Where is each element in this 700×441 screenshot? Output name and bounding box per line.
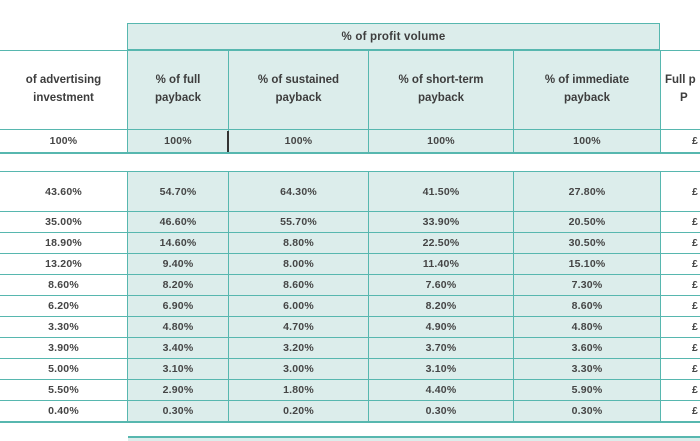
table-cell: 7.30%	[514, 275, 660, 295]
baseline-totals-row: 100% 100% 100% 100% 100% £	[0, 130, 700, 154]
table-cell: 18.90%	[0, 233, 127, 253]
col-header-truncated-line2: P	[680, 92, 688, 104]
table-cell: 8.60%	[514, 296, 660, 316]
table-cell: 43.60%	[0, 172, 127, 211]
table-cell: 4.70%	[229, 317, 368, 337]
table-cell: 6.90%	[128, 296, 228, 316]
table-cell: 27.80%	[514, 172, 660, 211]
total-cell: 100%	[128, 130, 228, 152]
dark-divider-segment	[227, 131, 229, 152]
currency-cell: £	[661, 380, 700, 400]
table-cell: 0.30%	[514, 401, 660, 421]
currency-cell: £	[661, 275, 700, 295]
col-header-sustained-payback: % of sustained payback	[229, 51, 368, 129]
table-cell: 1.80%	[229, 380, 368, 400]
table-cell: 9.40%	[128, 254, 228, 274]
table-cell: 11.40%	[369, 254, 513, 274]
currency-cell: £	[661, 296, 700, 316]
currency-cell: £	[661, 233, 700, 253]
table-cell: 0.30%	[128, 401, 228, 421]
table-cell: 3.00%	[229, 359, 368, 379]
table-cell: 3.40%	[128, 338, 228, 358]
table-cell: 5.00%	[0, 359, 127, 379]
table-cell: 8.80%	[229, 233, 368, 253]
currency-cell: £	[661, 401, 700, 421]
col-header-full-payback: % of full payback	[128, 51, 228, 129]
table-cell: 0.40%	[0, 401, 127, 421]
table-cell: 8.00%	[229, 254, 368, 274]
table-cell: 8.60%	[0, 275, 127, 295]
table-cell: 3.20%	[229, 338, 368, 358]
table-cell: 6.20%	[0, 296, 127, 316]
table-cell: 4.80%	[514, 317, 660, 337]
col-header-immediate-payback: % of immediate payback	[514, 51, 660, 129]
table-cell: 8.20%	[369, 296, 513, 316]
column-header-row: of advertising investment % of full payb…	[0, 50, 700, 130]
table-cell: 54.70%	[128, 172, 228, 211]
currency-cell: £	[661, 359, 700, 379]
table-cell: 8.20%	[128, 275, 228, 295]
total-cell: 100%	[369, 130, 513, 152]
table-cell: 0.20%	[229, 401, 368, 421]
table-cell: 5.50%	[0, 380, 127, 400]
table-cell: 3.60%	[514, 338, 660, 358]
data-rows-grid: 43.60% 54.70% 64.30% 41.50% 27.80% £35.00% 46.…	[0, 171, 700, 423]
table-cell: 5.90%	[514, 380, 660, 400]
total-cell: 100%	[514, 130, 660, 152]
currency-cell: £	[661, 338, 700, 358]
table-cell: 3.10%	[128, 359, 228, 379]
profit-volume-spanner-header: % of profit volume	[127, 23, 660, 50]
table-cell: 4.40%	[369, 380, 513, 400]
col-header-truncated-line1: Full p	[665, 74, 696, 87]
table-cell: 3.70%	[369, 338, 513, 358]
table-cell: 7.60%	[369, 275, 513, 295]
table-cell: 0.30%	[369, 401, 513, 421]
col-header-truncated-right: Full p P	[661, 51, 700, 129]
currency-cell: £	[661, 254, 700, 274]
cropped-bottom-band-edge	[128, 436, 700, 441]
table-cell: 20.50%	[514, 212, 660, 232]
table-cell: 6.00%	[229, 296, 368, 316]
table-cell: 22.50%	[369, 233, 513, 253]
total-cell: 100%	[0, 130, 127, 152]
total-currency-cell: £	[661, 130, 700, 152]
table-cell: 3.30%	[514, 359, 660, 379]
table-cell: 14.60%	[128, 233, 228, 253]
table-cell: 30.50%	[514, 233, 660, 253]
table-cell: 13.20%	[0, 254, 127, 274]
table-cell: 33.90%	[369, 212, 513, 232]
currency-cell: £	[661, 172, 700, 211]
currency-cell: £	[661, 317, 700, 337]
table-cell: 4.90%	[369, 317, 513, 337]
table-cell: 15.10%	[514, 254, 660, 274]
table-cell: 64.30%	[229, 172, 368, 211]
table-cell: 8.60%	[229, 275, 368, 295]
currency-cell: £	[661, 212, 700, 232]
table-cell: 35.00%	[0, 212, 127, 232]
col-header-advertising-investment: of advertising investment	[0, 51, 127, 129]
table-cell: 46.60%	[128, 212, 228, 232]
total-cell: 100%	[229, 130, 368, 152]
table-cell: 3.90%	[0, 338, 127, 358]
table-cell: 3.10%	[369, 359, 513, 379]
table-cell: 3.30%	[0, 317, 127, 337]
table-cell: 4.80%	[128, 317, 228, 337]
table-cell: 55.70%	[229, 212, 368, 232]
col-header-short-term-payback: % of short-term payback	[369, 51, 513, 129]
table-cell: 2.90%	[128, 380, 228, 400]
table-cell: 41.50%	[369, 172, 513, 211]
